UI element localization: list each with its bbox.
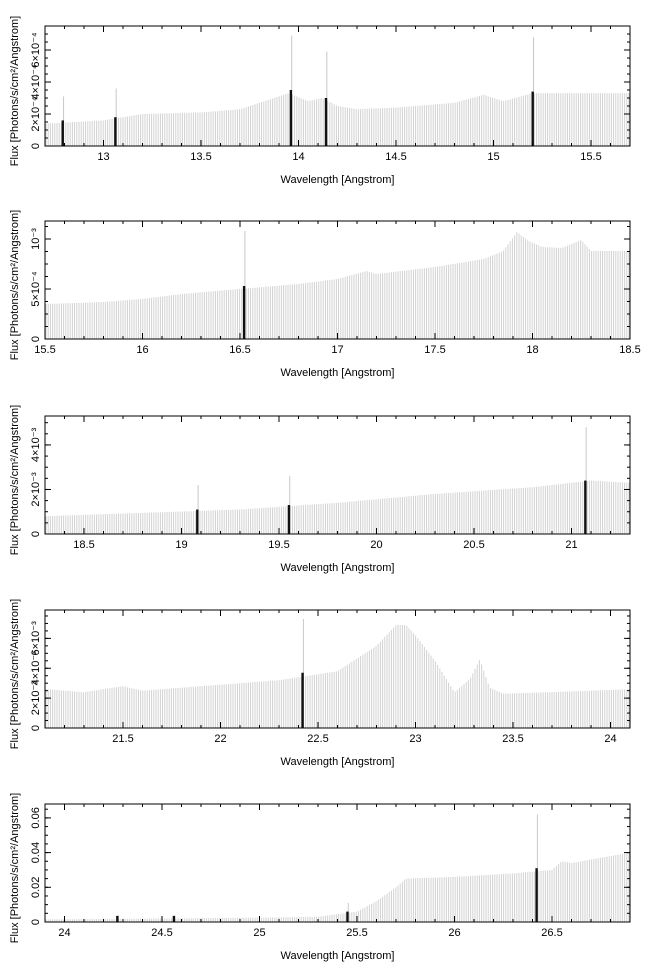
x-axis-title: Wavelength [Angstrom] xyxy=(281,367,395,379)
y-tick-label: 0 xyxy=(30,143,42,149)
y-tick-label: 0.04 xyxy=(30,842,42,863)
x-tick-label: 15 xyxy=(487,151,499,163)
x-tick-label: 19 xyxy=(175,539,187,551)
plot-frame xyxy=(44,415,631,535)
x-axis-title: Wavelength [Angstrom] xyxy=(281,950,395,962)
plot-frame xyxy=(44,220,631,340)
y-tick-label: 0.06 xyxy=(30,807,42,828)
x-tick-label: 26.5 xyxy=(541,927,562,939)
x-tick-label: 16 xyxy=(136,344,148,356)
x-tick-label: 18.5 xyxy=(73,539,94,551)
x-tick-label: 25 xyxy=(253,927,265,939)
x-axis-title: Wavelength [Angstrom] xyxy=(281,756,395,768)
x-tick-label: 23 xyxy=(409,733,421,745)
emission-line-bar xyxy=(242,286,246,339)
spectrum-panel-3: 18.5 19 19.5 20 20.5 21 0 2×10⁻³ 4×10⁻³ Wavelengt… xyxy=(9,405,631,574)
x-tick-label: 18 xyxy=(526,344,538,356)
x-tick-label: 24.5 xyxy=(151,927,172,939)
spectrum-panel-5: 24 24.5 25 25.5 26 26.5 0 0.02 0.04 0.06 Wavelengt… xyxy=(9,793,631,962)
continuum-bins xyxy=(45,93,630,146)
y-tick-label: 0 xyxy=(30,919,42,925)
spectrum-panel-1: 13 13.5 14 14.5 15 15.5 0 2×10⁻⁴4×10⁻⁴6×10⁻⁴ Wav… xyxy=(9,16,631,186)
emission-line-bar xyxy=(172,915,176,922)
x-tick-label: 16.5 xyxy=(229,344,250,356)
y-tick-label: 2×10⁻³ xyxy=(30,472,42,507)
emission-line-bar xyxy=(324,98,328,146)
x-tick-label: 22 xyxy=(214,733,226,745)
y-axis-title: Flux [Photons/s/cm²/Angstrom] xyxy=(9,16,21,166)
x-tick-label: 13.5 xyxy=(190,151,211,163)
y-tick-label: 0.02 xyxy=(30,877,42,898)
spectrum-panel-4: 21.5 22 22.5 23 23.5 24 0 2×10⁻³4×10⁻³6×10⁻³ Wav… xyxy=(9,599,631,768)
continuum-bins xyxy=(45,624,630,728)
y-tick-label: 4×10⁻³ xyxy=(30,427,42,462)
y-tick-label: 4×10⁻³ xyxy=(30,651,42,686)
y-axis-title: Flux [Photons/s/cm²/Angstrom] xyxy=(9,210,21,360)
y-tick-label: 2×10⁻⁴ xyxy=(30,96,42,132)
emission-line-bar xyxy=(346,911,349,922)
x-tick-label: 24 xyxy=(58,927,70,939)
emission-line-bar xyxy=(535,868,538,922)
y-tick-label: 0 xyxy=(30,725,42,731)
x-tick-label: 21 xyxy=(565,539,577,551)
x-tick-label: 19.5 xyxy=(268,539,289,551)
emission-line-bar xyxy=(531,91,534,146)
emission-line-bar xyxy=(116,915,119,922)
y-axis-title: Flux [Photons/s/cm²/Angstrom] xyxy=(9,405,21,555)
emission-line-bar xyxy=(301,672,304,728)
x-tick-label: 17.5 xyxy=(424,344,445,356)
x-tick-label: 24 xyxy=(604,733,616,745)
y-tick-label: 2×10⁻³ xyxy=(30,681,42,716)
y-tick-label: 5×10⁻⁴ xyxy=(30,271,42,307)
y-tick-label: 4×10⁻⁴ xyxy=(30,64,42,100)
x-tick-label: 26 xyxy=(448,927,460,939)
x-axis-title: Wavelength [Angstrom] xyxy=(281,562,395,574)
y-tick-label: 6×10⁻³ xyxy=(30,621,42,656)
plot-frame xyxy=(44,609,631,729)
y-axis-title: Flux [Photons/s/cm²/Angstrom] xyxy=(9,793,21,943)
x-tick-label: 20 xyxy=(370,539,382,551)
x-tick-label: 15.5 xyxy=(34,344,55,356)
x-tick-label: 23.5 xyxy=(502,733,523,745)
y-tick-label: 10⁻³ xyxy=(30,228,42,250)
spectrum-panel-2: 15.5 16 16.5 17 17.5 18 18.5 0 5×10⁻⁴ 10⁻³ Wavelen… xyxy=(9,210,641,379)
y-axis-title: Flux [Photons/s/cm²/Angstrom] xyxy=(9,599,21,749)
x-axis-title: Wavelength [Angstrom] xyxy=(281,174,395,186)
continuum-bins xyxy=(45,480,630,534)
y-tick-label: 0 xyxy=(30,336,42,342)
emission-line-bar xyxy=(287,505,291,534)
x-tick-label: 13 xyxy=(97,151,109,163)
emission-line-bar xyxy=(196,509,199,534)
emission-line-bar xyxy=(114,117,117,146)
continuum-bins xyxy=(45,852,630,922)
x-tick-label: 22.5 xyxy=(307,733,328,745)
x-tick-label: 20.5 xyxy=(463,539,484,551)
x-tick-label: 18.5 xyxy=(619,344,640,356)
plot-frame xyxy=(44,25,631,147)
x-tick-label: 14.5 xyxy=(385,151,406,163)
y-tick-label: 6×10⁻⁴ xyxy=(30,32,42,68)
x-tick-label: 21.5 xyxy=(112,733,133,745)
x-tick-label: 25.5 xyxy=(346,927,367,939)
x-tick-label: 17 xyxy=(331,344,343,356)
plot-frame xyxy=(44,803,631,923)
y-tick-label: 0 xyxy=(30,531,42,537)
emission-line-bar xyxy=(61,120,64,146)
emission-line-bar xyxy=(289,90,293,146)
continuum-bins xyxy=(45,232,630,339)
x-tick-label: 15.5 xyxy=(580,151,601,163)
x-tick-label: 14 xyxy=(292,151,304,163)
emission-line-bar xyxy=(584,480,587,534)
